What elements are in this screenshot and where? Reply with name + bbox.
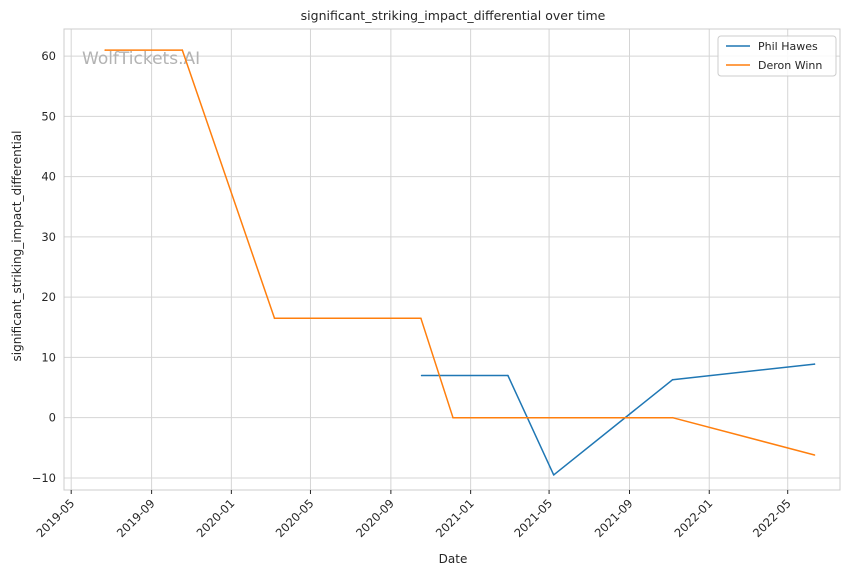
data-point [104, 49, 106, 51]
y-tick-label: 30 [41, 230, 56, 244]
y-tick-label: 60 [41, 49, 56, 63]
data-point [813, 454, 816, 456]
x-tick-label: 2021-05 [511, 496, 555, 540]
data-point [507, 374, 509, 377]
x-tick-label: 2022-05 [750, 496, 794, 540]
plot-border [63, 28, 841, 491]
data-point [671, 416, 674, 419]
y-tick-label: 40 [41, 170, 56, 184]
series-lines [104, 49, 816, 476]
y-tick-label: −10 [32, 471, 56, 485]
x-tick-label: 2022-01 [671, 496, 715, 540]
y-axis-ticks: −10 0 10 20 30 40 50 60 [32, 49, 56, 485]
gridlines [64, 29, 840, 490]
y-tick-label: 10 [41, 350, 56, 364]
series-line-0 [421, 363, 815, 476]
x-tick-label: 2019-09 [114, 496, 158, 540]
x-tick-label: 2020-05 [273, 496, 317, 540]
series-line-1 [105, 49, 815, 456]
legend-label: Phil Hawes [758, 40, 818, 53]
data-point [552, 474, 555, 476]
x-tick-label: 2020-09 [353, 496, 397, 540]
data-point [273, 317, 276, 320]
y-tick-label: 20 [41, 290, 56, 304]
x-axis-label: Date [439, 552, 468, 566]
data-point [813, 363, 816, 365]
x-tick-label: 2021-01 [433, 496, 477, 540]
chart-title: significant_striking_impact_differential… [301, 8, 606, 23]
x-axis-ticks: 2019-05 2019-09 2020-01 2020-05 2020-09 2021-… [33, 490, 794, 540]
data-point [420, 317, 422, 320]
data-point [420, 374, 423, 377]
y-tick-label: 0 [49, 411, 56, 425]
legend: Phil Hawes Deron Winn [717, 35, 837, 77]
x-tick-label: 2019-05 [33, 496, 77, 540]
watermark-text: WolfTickets.AI [82, 49, 200, 69]
plot-frame [63, 28, 841, 491]
data-point [671, 378, 674, 381]
legend-label: Deron Winn [758, 59, 822, 72]
data-point [181, 49, 184, 51]
x-tick-label: 2020-01 [194, 496, 238, 540]
data-point [452, 416, 454, 419]
x-tick-label: 2021-09 [592, 496, 636, 540]
y-tick-label: 50 [41, 109, 56, 123]
y-axis-label: significant_striking_impact_differential [10, 131, 24, 362]
